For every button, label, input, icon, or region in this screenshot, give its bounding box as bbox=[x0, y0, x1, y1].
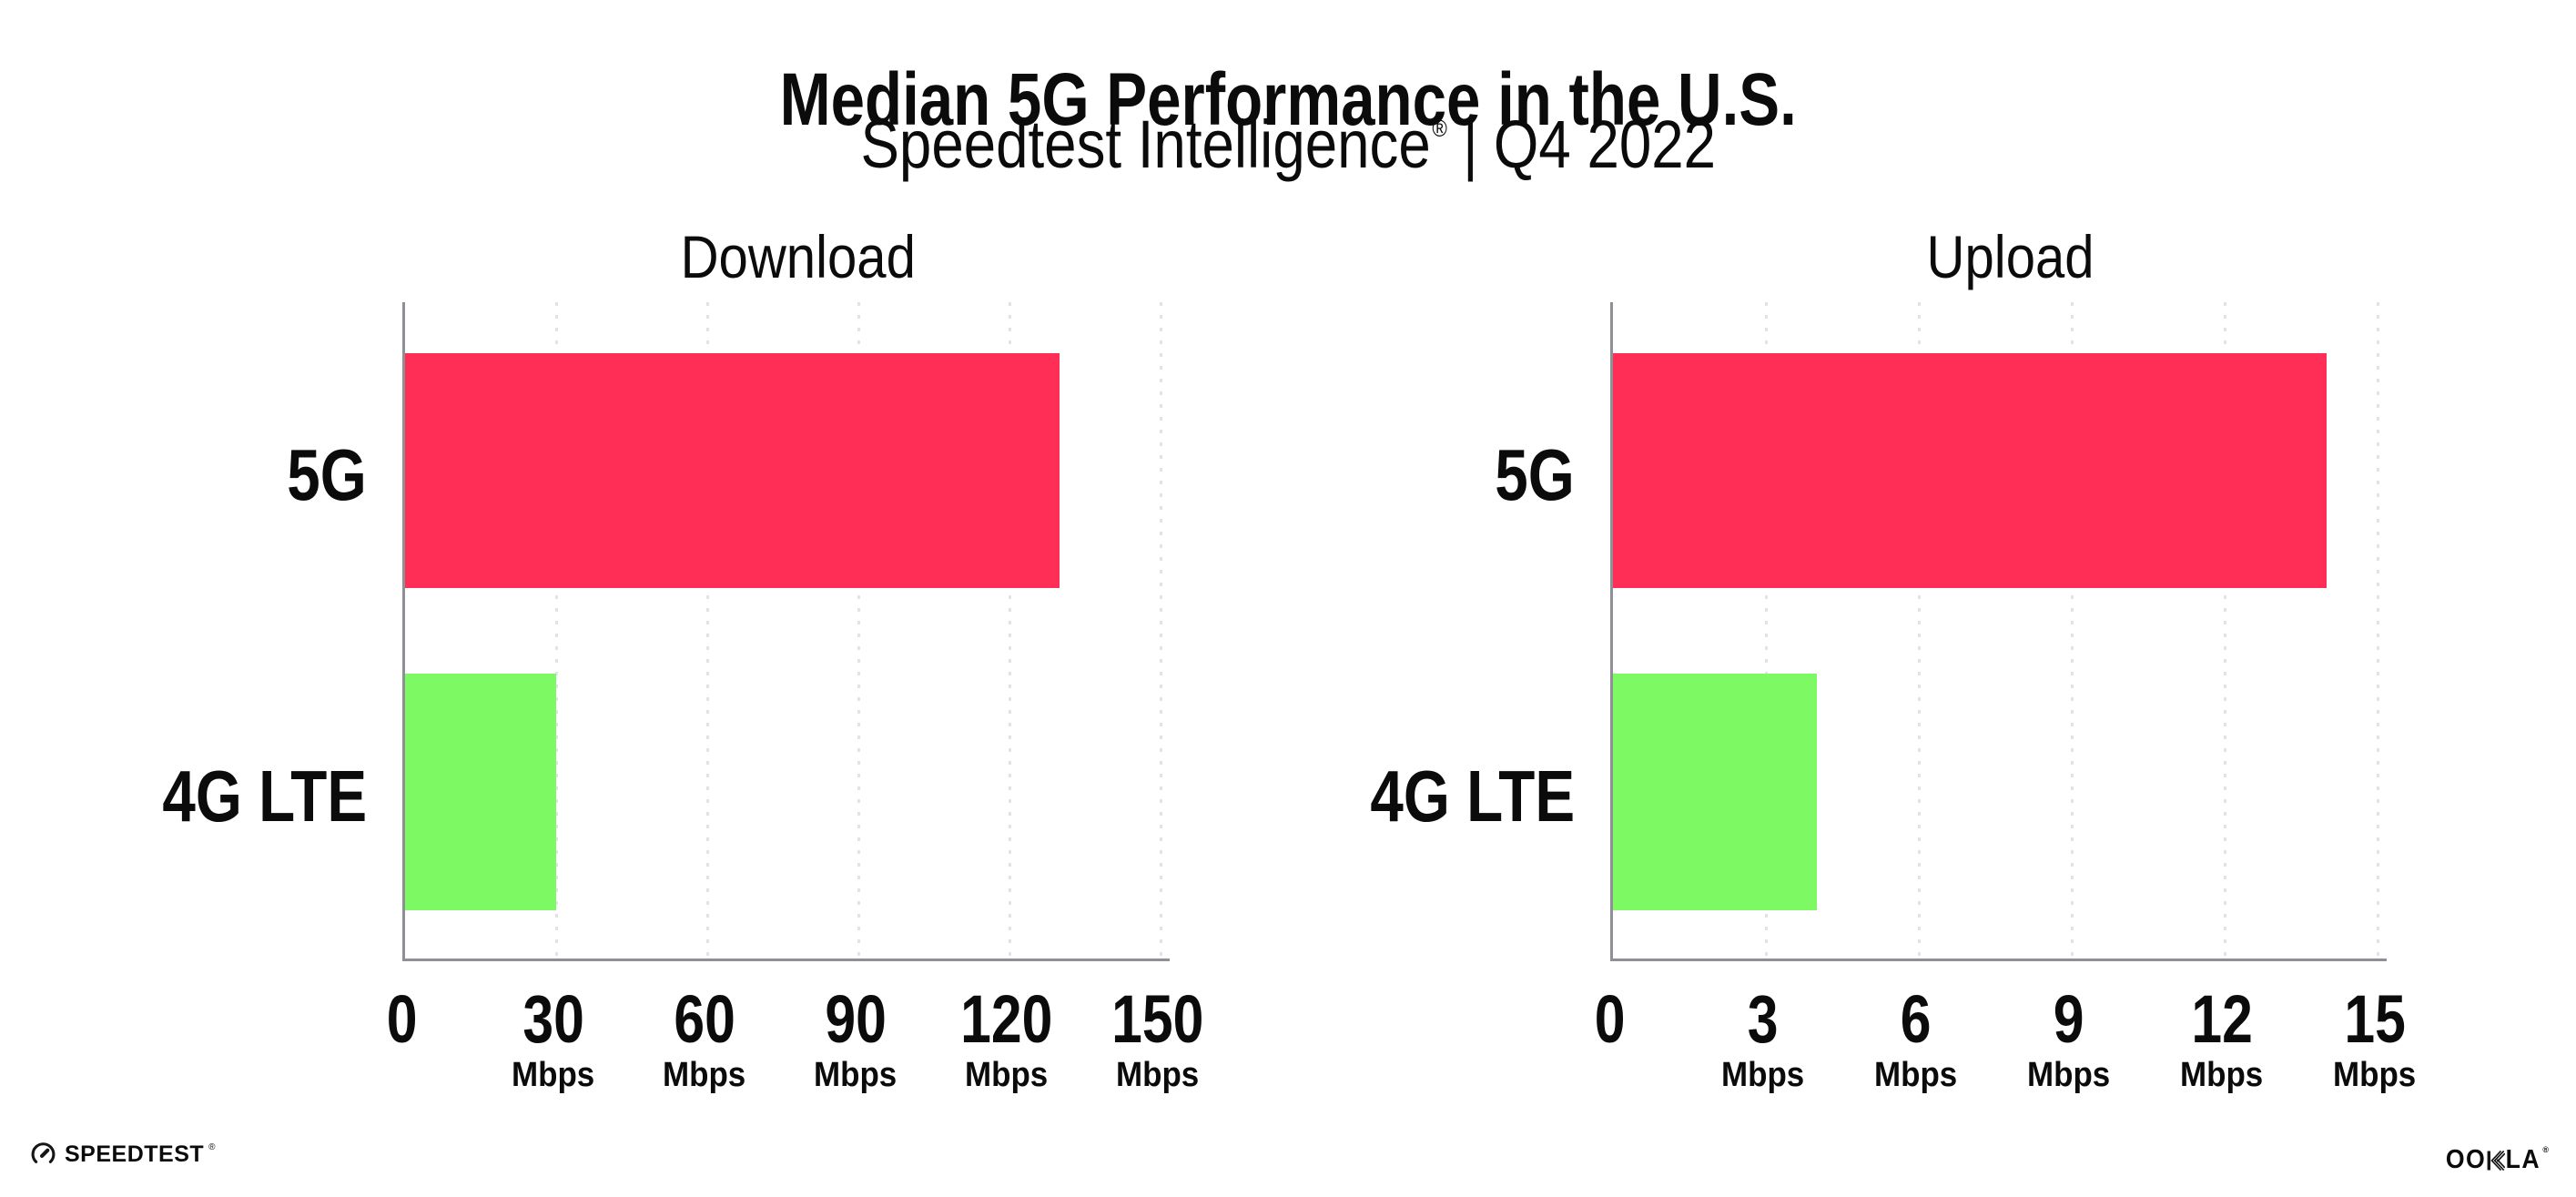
speedtest-gauge-icon bbox=[31, 1142, 56, 1163]
upload-tick-unit: Mbps bbox=[2180, 1056, 2264, 1094]
upload-category-label-5g: 5G bbox=[1495, 434, 1575, 515]
download-bar-4g-lte bbox=[405, 674, 556, 910]
upload-tick-value: 3 bbox=[1748, 981, 1779, 1057]
download-tick-unit: Mbps bbox=[814, 1056, 898, 1094]
upload-gridline-9 bbox=[2070, 302, 2074, 959]
upload-gridline-3 bbox=[1764, 302, 1768, 959]
download-tick-unit: Mbps bbox=[512, 1056, 595, 1094]
download-tick-value: 90 bbox=[825, 981, 887, 1057]
download-gridline-120 bbox=[1008, 302, 1011, 959]
download-tick-unit: Mbps bbox=[1116, 1056, 1200, 1094]
ookla-logo: OO LA ® bbox=[2444, 1145, 2549, 1175]
upload-bar-4g-lte bbox=[1613, 674, 1817, 910]
download-gridline-90 bbox=[857, 302, 860, 959]
subtitle-period: Q4 2022 bbox=[1493, 107, 1716, 182]
upload-tick-value: 9 bbox=[2054, 981, 2084, 1057]
upload-gridline-12 bbox=[2223, 302, 2226, 959]
download-tick-unit: Mbps bbox=[965, 1056, 1049, 1094]
upload-gridline-15 bbox=[2376, 302, 2379, 959]
download-tick-value: 60 bbox=[674, 981, 735, 1057]
subtitle-separator: | bbox=[1462, 107, 1478, 182]
upload-tick-unit: Mbps bbox=[1721, 1056, 1805, 1094]
upload-gridline-6 bbox=[1917, 302, 1921, 959]
download-tick-60: 60 Mbps bbox=[627, 981, 782, 1095]
upload-tick-unit: Mbps bbox=[2333, 1056, 2417, 1094]
speedtest-wordmark: SPEEDTEST bbox=[65, 1141, 205, 1167]
download-bar-5g bbox=[405, 353, 1060, 588]
ookla-wordmark-left: OO bbox=[2445, 1145, 2486, 1174]
download-gridline-150 bbox=[1159, 302, 1162, 959]
upload-tick-value: 12 bbox=[2191, 981, 2253, 1057]
upload-tick-0: 0 bbox=[1533, 985, 1688, 1054]
upload-tick-3: 3 Mbps bbox=[1686, 981, 1841, 1095]
page-title: Median 5G Performance in the U.S. bbox=[779, 57, 1797, 141]
download-tick-unit: Mbps bbox=[663, 1056, 746, 1094]
subtitle-registered-mark: ® bbox=[1432, 115, 1447, 142]
page-subtitle: Speedtest Intelligence® | Q4 2022 bbox=[0, 91, 2576, 182]
upload-bar-5g bbox=[1613, 353, 2327, 588]
download-tick-90: 90 Mbps bbox=[778, 981, 933, 1095]
speedtest-registered-mark: ® bbox=[208, 1142, 216, 1152]
speedtest-logo: SPEEDTEST ® bbox=[30, 1141, 216, 1168]
upload-tick-value: 6 bbox=[1901, 981, 1932, 1057]
download-category-label-5g: 5G bbox=[287, 434, 367, 515]
upload-tick-value: 15 bbox=[2344, 981, 2406, 1057]
upload-tick-unit: Mbps bbox=[1874, 1056, 1958, 1094]
ookla-registered-mark: ® bbox=[2542, 1145, 2549, 1154]
download-gridline-30 bbox=[554, 302, 558, 959]
download-tick-150: 150 Mbps bbox=[1080, 981, 1235, 1095]
upload-chart-title: Upload bbox=[1926, 223, 2095, 290]
download-tick-value: 150 bbox=[1111, 981, 1204, 1057]
subtitle-brand: Speedtest Intelligence bbox=[860, 107, 1431, 182]
upload-tick-15: 15 Mbps bbox=[2297, 981, 2452, 1095]
download-tick-value: 30 bbox=[522, 981, 584, 1057]
ookla-k-hatch-icon bbox=[2487, 1150, 2505, 1171]
download-tick-value: 120 bbox=[960, 981, 1053, 1057]
upload-tick-6: 6 Mbps bbox=[1839, 981, 1993, 1095]
download-tick-30: 30 Mbps bbox=[476, 981, 631, 1095]
download-gridline-60 bbox=[705, 302, 709, 959]
upload-chart bbox=[1610, 302, 2387, 961]
upload-tick-9: 9 Mbps bbox=[1992, 981, 2146, 1095]
upload-tick-unit: Mbps bbox=[2027, 1056, 2111, 1094]
upload-tick-12: 12 Mbps bbox=[2145, 981, 2299, 1095]
download-category-label-4g-lte: 4G LTE bbox=[162, 756, 367, 837]
download-tick-value: 0 bbox=[387, 981, 418, 1057]
download-chart-title: Download bbox=[680, 223, 917, 290]
upload-tick-value: 0 bbox=[1595, 981, 1626, 1057]
ookla-wordmark-right: LA bbox=[2505, 1145, 2541, 1174]
download-tick-120: 120 Mbps bbox=[929, 981, 1084, 1095]
upload-category-label-4g-lte: 4G LTE bbox=[1370, 756, 1575, 837]
download-tick-0: 0 bbox=[325, 985, 480, 1054]
download-chart bbox=[402, 302, 1170, 961]
